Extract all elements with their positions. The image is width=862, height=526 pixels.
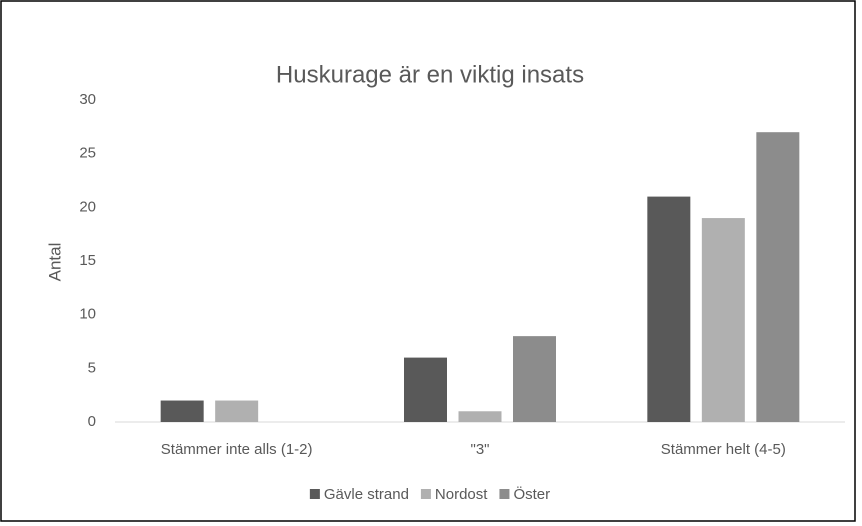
y-tick-label: 15 — [79, 252, 96, 269]
legend-swatch — [309, 489, 320, 499]
legend-swatch — [499, 489, 510, 499]
legend-swatch — [420, 489, 431, 499]
bar — [215, 400, 259, 422]
bar — [404, 357, 447, 422]
y-tick-label: 30 — [79, 91, 96, 108]
y-tick-label: 5 — [88, 359, 96, 376]
bar — [513, 336, 556, 422]
y-axis-label: Antal — [45, 243, 64, 282]
y-tick-label: 10 — [79, 306, 96, 323]
chart-title: Huskurage är en viktig insats — [276, 61, 584, 88]
bar — [647, 196, 691, 422]
legend-label: Nordost — [435, 486, 488, 503]
bar — [756, 132, 800, 422]
y-tick-label: 25 — [79, 145, 96, 162]
legend-label: Gävle strand — [324, 486, 409, 503]
x-tick-label: Stämmer inte alls (1-2) — [161, 441, 313, 458]
bar — [458, 411, 502, 422]
legend: Gävle strand Nordost Öster — [309, 485, 550, 503]
y-tick-label: 0 — [88, 413, 96, 430]
bar — [701, 218, 745, 422]
y-tick-label: 20 — [79, 198, 96, 215]
x-tick-label: Stämmer helt (4-5) — [661, 441, 786, 458]
bar — [160, 400, 204, 422]
x-tick-label: "3" — [471, 441, 490, 458]
legend-label: Öster — [513, 485, 550, 503]
